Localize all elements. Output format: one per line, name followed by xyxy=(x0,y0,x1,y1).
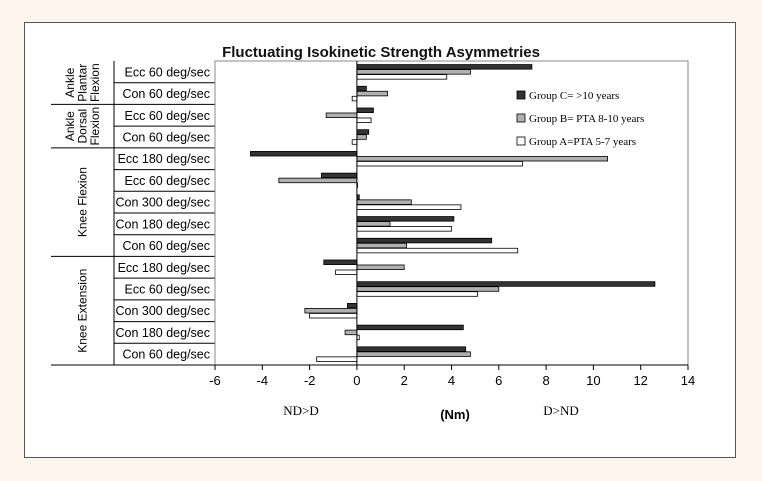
group-label: AnkleDorsalFlexion xyxy=(63,107,102,146)
category-label: Ecc 180 deg/sec xyxy=(118,261,210,275)
chart-frame: Fluctuating Isokinetic Strength Asymmetr… xyxy=(24,22,736,458)
bar-group-c xyxy=(356,346,467,352)
x-tick-label: 0 xyxy=(353,373,360,388)
category-label: Con 60 deg/sec xyxy=(122,87,210,101)
group-label-line: Dorsal xyxy=(76,109,90,144)
legend-swatch xyxy=(516,90,526,100)
category-label: Con 60 deg/sec xyxy=(122,239,210,253)
group-label: Knee Extension xyxy=(76,269,90,353)
category-label: Ecc 60 deg/sec xyxy=(125,174,210,188)
group-label-line: Knee Extension xyxy=(76,269,90,353)
x-tick-label: 6 xyxy=(495,373,502,388)
annotation-right: D>ND xyxy=(543,403,579,418)
category-label: Con 60 deg/sec xyxy=(122,348,210,362)
bar-group-b xyxy=(278,177,358,184)
bar-group-a xyxy=(351,139,358,145)
bar-chart: Fluctuating Isokinetic Strength Asymmetr… xyxy=(51,44,695,422)
bar-group-a xyxy=(356,161,523,167)
legend-label: Group B= PTA 8-10 years xyxy=(529,113,644,125)
category-label: Con 180 deg/sec xyxy=(115,217,210,231)
bar-group-b xyxy=(356,351,471,357)
bar-group-b xyxy=(356,69,471,75)
bar-group-b xyxy=(356,264,405,270)
bar-group-b xyxy=(356,199,412,205)
bar-group-c xyxy=(356,216,455,222)
bar-group-c xyxy=(321,172,358,179)
legend-label: Group C= >10 years xyxy=(529,90,619,102)
category-label: Ecc 180 deg/sec xyxy=(118,152,210,166)
group-label-line: Flexion xyxy=(88,107,102,146)
x-axis-label: (Nm) xyxy=(440,407,470,422)
bar-group-c xyxy=(356,129,370,135)
bar-group-b xyxy=(356,221,391,227)
group-label: Knee Flexion xyxy=(76,167,90,237)
category-label: Ecc 60 deg/sec xyxy=(125,65,210,79)
x-tick-label: 10 xyxy=(586,373,600,388)
x-tick-label: 8 xyxy=(542,373,549,388)
bar-group-a xyxy=(351,95,358,102)
group-label-line: Ankle xyxy=(63,67,77,97)
bar-group-b xyxy=(356,90,389,97)
legend-swatch xyxy=(516,113,526,123)
plot-area xyxy=(214,60,689,366)
category-label: Con 300 deg/sec xyxy=(115,304,210,318)
annotation-left: ND>D xyxy=(283,403,319,418)
group-label: AnklePlantarFlexion xyxy=(63,63,102,102)
bar-group-a xyxy=(356,117,372,123)
x-tick-label: 12 xyxy=(633,373,647,388)
bar-group-c xyxy=(356,85,367,92)
x-tick-label: 4 xyxy=(448,373,455,388)
category-label: Con 300 deg/sec xyxy=(115,196,210,210)
bar-group-a xyxy=(309,313,358,319)
bar-group-c xyxy=(323,259,358,265)
bar-group-a xyxy=(335,269,358,275)
bar-group-b xyxy=(356,134,367,140)
bar-group-b xyxy=(304,308,358,314)
category-label: Ecc 60 deg/sec xyxy=(125,109,210,123)
bar-group-b xyxy=(325,112,358,118)
chart-title: Fluctuating Isokinetic Strength Asymmetr… xyxy=(222,44,540,61)
bar-group-c xyxy=(356,237,493,244)
category-label: Con 60 deg/sec xyxy=(122,131,210,145)
bar-group-a xyxy=(356,226,452,232)
x-tick-label: 2 xyxy=(401,373,408,388)
bar-group-a xyxy=(356,74,448,80)
category-label: Con 180 deg/sec xyxy=(115,326,210,340)
bar-group-b xyxy=(344,329,358,336)
x-tick-label: 14 xyxy=(681,373,695,388)
group-label-line: Knee Flexion xyxy=(76,167,90,237)
legend-swatch xyxy=(516,136,526,146)
x-tick-label: -6 xyxy=(209,373,221,388)
x-tick-label: -2 xyxy=(304,373,316,388)
x-tick-label: -4 xyxy=(257,373,269,388)
group-label-line: Plantar xyxy=(76,64,90,102)
bar-group-c xyxy=(250,151,358,157)
category-label: Ecc 60 deg/sec xyxy=(125,283,210,297)
group-label-line: Ankle xyxy=(63,111,77,141)
bar-group-c xyxy=(356,324,464,331)
bar-group-b xyxy=(356,242,407,249)
bar-group-c xyxy=(347,303,358,309)
bar-group-b xyxy=(356,156,608,162)
bar-group-c xyxy=(356,64,533,70)
group-label-line: Flexion xyxy=(88,63,102,102)
bar-group-c xyxy=(356,107,374,113)
legend-label: Group A=PTA 5-7 years xyxy=(529,136,636,148)
bar-group-c xyxy=(356,281,656,287)
bar-group-a xyxy=(356,247,519,254)
bar-group-a xyxy=(356,291,478,297)
bar-group-a xyxy=(316,356,358,362)
bar-group-a xyxy=(356,204,462,210)
bar-group-b xyxy=(356,286,500,292)
